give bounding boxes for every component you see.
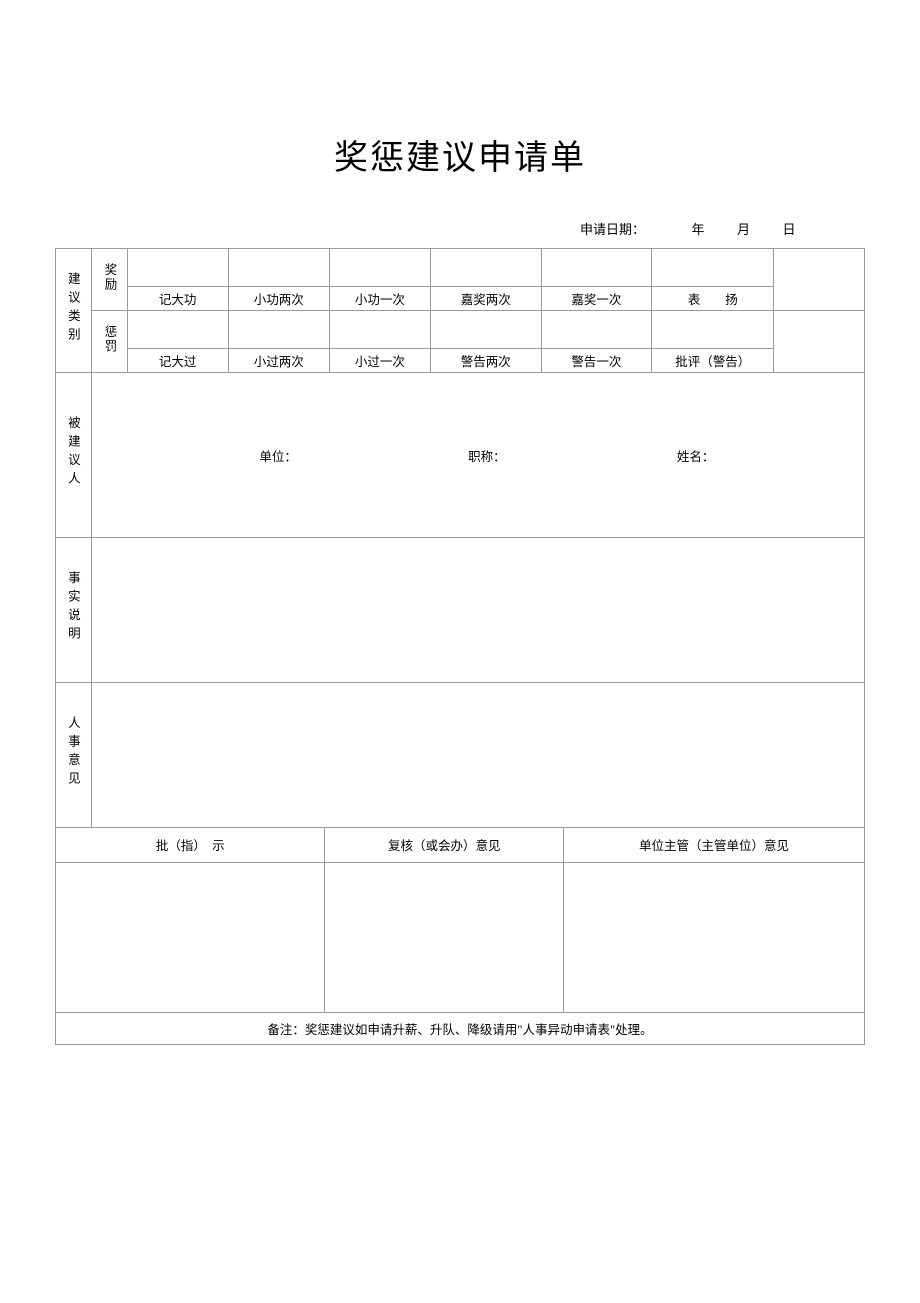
punish-label-0: 记大过 — [127, 349, 228, 373]
punish-check-5[interactable] — [652, 311, 774, 349]
facts-body[interactable] — [91, 538, 864, 683]
punish-label-1: 小过两次 — [228, 349, 329, 373]
reward-check-4[interactable] — [541, 249, 652, 287]
punish-header: 惩罚 — [91, 311, 127, 373]
reward-label-4: 嘉奖一次 — [541, 287, 652, 311]
facts-header: 事实说明 — [56, 538, 92, 683]
approval-h2: 复核（或会办）意见 — [325, 828, 564, 862]
person-header: 被建议人 — [56, 373, 92, 538]
reward-label-2: 小功一次 — [329, 287, 430, 311]
punish-label-2: 小过一次 — [329, 349, 430, 373]
page-title: 奖惩建议申请单 — [55, 130, 865, 179]
punish-check-1[interactable] — [228, 311, 329, 349]
reward-blank[interactable] — [774, 249, 865, 311]
hr-header: 人事意见 — [56, 683, 92, 828]
reward-label-0: 记大功 — [127, 287, 228, 311]
note: 备注：奖惩建议如申请升薪、升队、降级请用"人事异动申请表"处理。 — [56, 1012, 865, 1044]
person-unit-label: 单位： — [259, 446, 297, 465]
punish-label-3: 警告两次 — [431, 349, 542, 373]
approval-h1: 批（指） 示 — [56, 828, 325, 862]
person-fields[interactable]: 单位： 职称： 姓名： — [91, 373, 864, 538]
date-label: 申请日期： — [580, 219, 645, 238]
category-header: 建议类别 — [56, 249, 92, 373]
reward-label-5: 表 扬 — [652, 287, 774, 311]
punish-check-4[interactable] — [541, 311, 652, 349]
punish-blank[interactable] — [774, 311, 865, 373]
reward-label-1: 小功两次 — [228, 287, 329, 311]
punish-check-0[interactable] — [127, 311, 228, 349]
punish-label-4: 警告一次 — [541, 349, 652, 373]
person-name-label: 姓名： — [677, 446, 715, 465]
date-month: 月 — [737, 219, 750, 238]
reward-check-5[interactable] — [652, 249, 774, 287]
reward-header: 奖励 — [91, 249, 127, 311]
punish-check-3[interactable] — [431, 311, 542, 349]
punish-label-5: 批评（警告） — [652, 349, 774, 373]
reward-check-1[interactable] — [228, 249, 329, 287]
approval-b3[interactable] — [564, 862, 865, 1012]
approval-table: 批（指） 示 复核（或会办）意见 单位主管（主管单位）意见 备注：奖惩建议如申请… — [55, 828, 865, 1045]
date-day: 日 — [783, 219, 796, 238]
date-year: 年 — [692, 219, 705, 238]
punish-check-2[interactable] — [329, 311, 430, 349]
date-line: 申请日期： 年 月 日 — [55, 219, 865, 238]
reward-label-3: 嘉奖两次 — [431, 287, 542, 311]
person-title-label: 职称： — [468, 446, 506, 465]
form-table: 建议类别 奖励 记大功 小功两次 小功一次 嘉奖两次 嘉奖一次 表 扬 惩罚 — [55, 248, 865, 828]
reward-check-0[interactable] — [127, 249, 228, 287]
hr-body[interactable] — [91, 683, 864, 828]
approval-h3: 单位主管（主管单位）意见 — [564, 828, 865, 862]
approval-b1[interactable] — [56, 862, 325, 1012]
reward-check-3[interactable] — [431, 249, 542, 287]
reward-check-2[interactable] — [329, 249, 430, 287]
approval-b2[interactable] — [325, 862, 564, 1012]
